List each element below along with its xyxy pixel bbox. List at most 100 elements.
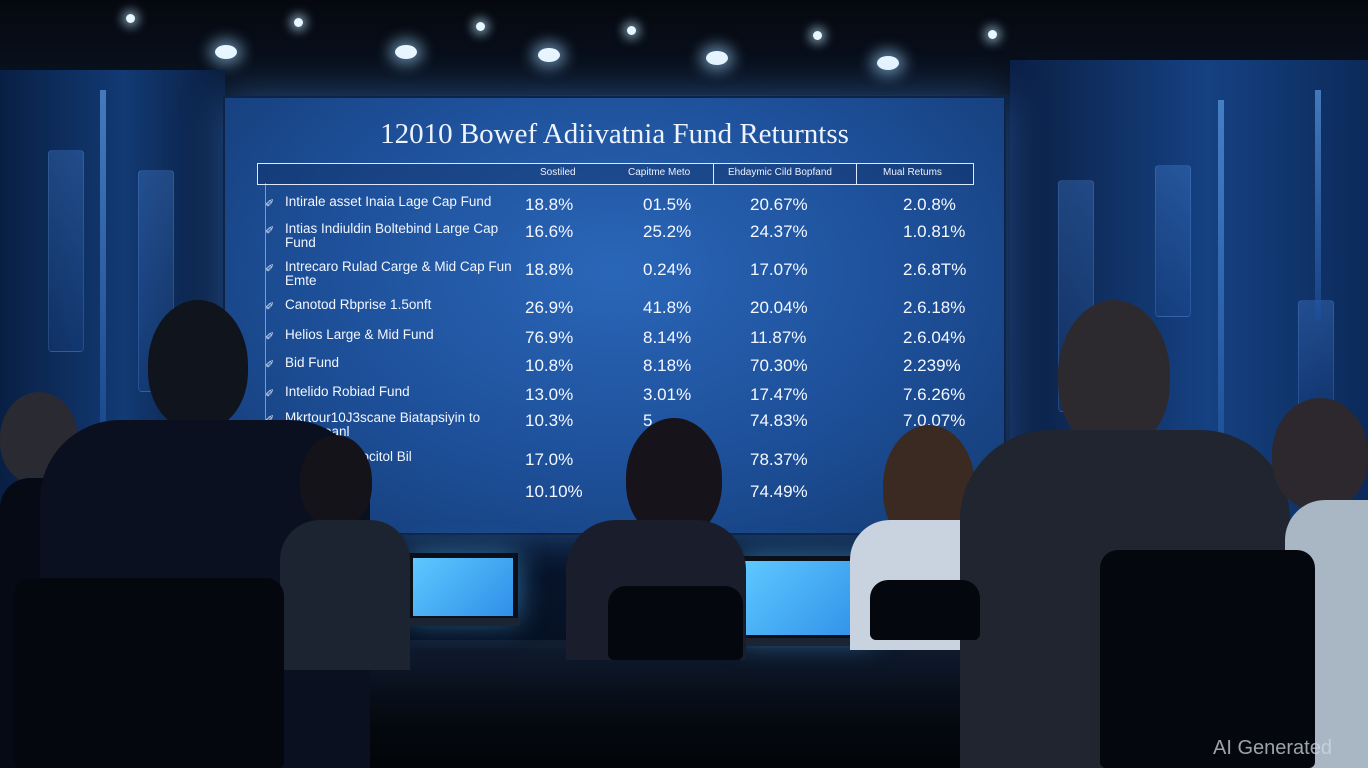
fund-return-value: 1.0.81% xyxy=(903,222,966,241)
row-guide-line xyxy=(265,183,266,483)
row-marker-icon: ✐ xyxy=(265,359,275,371)
fund-row: ✐ Intrecaro Rulad Carge & Mid Cap Fun Emt… xyxy=(265,260,985,290)
fund-return-value: 11.87% xyxy=(750,328,807,347)
fund-row: ✐Ih Bd10.10%74.49% xyxy=(265,482,985,512)
fund-name: Bid Fund xyxy=(285,355,340,370)
chair xyxy=(870,580,980,640)
fund-return-value: 16.6% xyxy=(525,222,574,241)
ceiling-spotlight xyxy=(988,30,997,39)
fund-return-value: 0.24% xyxy=(643,260,692,279)
fund-return-value: 18.8% xyxy=(525,195,574,214)
fund-name: Intias Indiuldin Boltebind Large Cap Fun… xyxy=(285,221,499,250)
screen-title: 12010 Bowef Adiivatnia Fund Returntss xyxy=(380,118,849,150)
wall-panel xyxy=(48,150,84,352)
fund-row: ✐ Intelido Robiad Fund 13.0% 3.01% 17.47% 7.6… xyxy=(265,385,985,415)
table-header: Sostiled Capitme Meto Ehdaymic Cild Bopf… xyxy=(257,163,974,185)
ceiling-spotlight xyxy=(215,45,237,59)
fund-return-value: 8.18% xyxy=(643,356,692,375)
fund-return-value: 26.9% xyxy=(525,298,574,317)
person-head xyxy=(148,300,248,430)
person-body xyxy=(280,520,410,670)
fund-return-value: 18.8% xyxy=(525,260,574,279)
fund-return-value: 17.07% xyxy=(750,260,808,279)
fund-return-value: 7.0.07% xyxy=(903,411,966,430)
fund-return-value: 3.01% xyxy=(643,385,692,404)
fund-return-value: 10.8% xyxy=(525,356,574,375)
ceiling-spotlight xyxy=(813,31,822,40)
fund-return-value: 74.83% xyxy=(750,411,808,430)
fund-return-value: 76.9% xyxy=(525,328,574,347)
person-head xyxy=(300,435,372,527)
wall-panel xyxy=(1155,165,1191,317)
person-head xyxy=(1272,398,1368,510)
column-header: Mual Retums xyxy=(883,167,942,178)
fund-return-value: 13.0% xyxy=(525,385,574,404)
fund-return-value: 10.10% xyxy=(525,482,583,501)
wall-light-beam xyxy=(1218,100,1224,510)
fund-name: Intelido Robiad Fund xyxy=(285,384,410,399)
fund-return-value: 2.6.04% xyxy=(903,328,966,347)
fund-row: ✐ Helios Large & Mid Fund 76.9% 8.14% 11.87%… xyxy=(265,328,985,358)
fund-return-value: 70.30% xyxy=(750,356,808,375)
ceiling-spotlight xyxy=(476,22,485,31)
fund-row: ✐ Intias Indiuldin Boltebind Large Cap Fu… xyxy=(265,222,985,252)
person-head xyxy=(1058,300,1170,450)
fund-name: Intirale asset Inaia Lage Cap Fund xyxy=(285,194,492,209)
fund-return-value: 17.47% xyxy=(750,385,808,404)
fund-return-value: 20.67% xyxy=(750,195,808,214)
laptop-screen xyxy=(408,553,518,621)
fund-return-value: 17.0% xyxy=(525,450,574,469)
ceiling-spotlight xyxy=(627,26,636,35)
ceiling-spotlight xyxy=(294,18,303,27)
ceiling-spotlight xyxy=(877,56,899,70)
fund-return-value: 20.04% xyxy=(750,298,808,317)
ai-generated-watermark: AI Generated xyxy=(1213,737,1332,759)
header-divider xyxy=(856,164,857,184)
fund-return-value: 10.3% xyxy=(525,411,574,430)
fund-return-value: 8.14% xyxy=(643,328,692,347)
chair xyxy=(14,578,284,768)
person-head xyxy=(626,418,722,538)
ceiling-spotlight xyxy=(538,48,560,62)
ceiling-spotlight xyxy=(395,45,417,59)
chair xyxy=(608,586,743,660)
ceiling-spotlight xyxy=(706,51,728,65)
fund-return-value: 2.239% xyxy=(903,356,961,375)
fund-name: Helios Large & Mid Fund xyxy=(285,327,434,342)
chair xyxy=(1100,550,1315,768)
wall-light-beam xyxy=(1315,90,1321,320)
laptop-base xyxy=(736,638,876,646)
laptop-base xyxy=(400,618,520,626)
fund-return-value: 25.2% xyxy=(643,222,692,241)
fund-row: ✐ Canotod Rbprise 1.5onft 26.9% 41.8% 20.04%… xyxy=(265,298,985,328)
ceiling-spotlight xyxy=(126,14,135,23)
column-header: Capitme Meto xyxy=(628,167,691,178)
fund-name: Intrecaro Rulad Carge & Mid Cap Fun Emte xyxy=(285,259,512,288)
row-marker-icon: ✐ xyxy=(265,198,275,210)
fund-row: ✐Mkrtour10J3scane Biatapsiyin to Byortne… xyxy=(265,411,985,441)
fund-return-value: 2.0.8% xyxy=(903,195,956,214)
row-marker-icon: ✐ xyxy=(265,225,275,237)
fund-return-value: 2.6.18% xyxy=(903,298,966,317)
fund-row: ✐ Bid Fund 10.8% 8.18% 70.30% 2.239% xyxy=(265,356,985,386)
header-divider xyxy=(713,164,714,184)
column-header: Sostiled xyxy=(540,167,576,178)
fund-return-value: 5 xyxy=(643,411,653,430)
fund-return-value: 2.6.8T% xyxy=(903,260,967,279)
wall-light-beam xyxy=(100,90,106,470)
fund-return-value: 7.6.26% xyxy=(903,385,966,404)
fund-name: Canotod Rbprise 1.5onft xyxy=(285,297,432,312)
fund-row: ✐ Intirale asset Inaia Lage Cap Fund 18.8%… xyxy=(265,195,985,225)
fund-return-value: 78.37% xyxy=(750,450,808,469)
row-marker-icon: ✐ xyxy=(265,301,275,313)
row-marker-icon: ✐ xyxy=(265,263,275,275)
column-header: Ehdaymic Cild Bopfand xyxy=(728,167,832,178)
row-marker-icon: ✐ xyxy=(265,388,275,400)
row-marker-icon: ✐ xyxy=(265,331,275,343)
fund-return-value: 01.5% xyxy=(643,195,692,214)
fund-return-value: 41.8% xyxy=(643,298,692,317)
fund-return-value: 24.37% xyxy=(750,222,808,241)
fund-return-value: 74.49% xyxy=(750,482,808,501)
